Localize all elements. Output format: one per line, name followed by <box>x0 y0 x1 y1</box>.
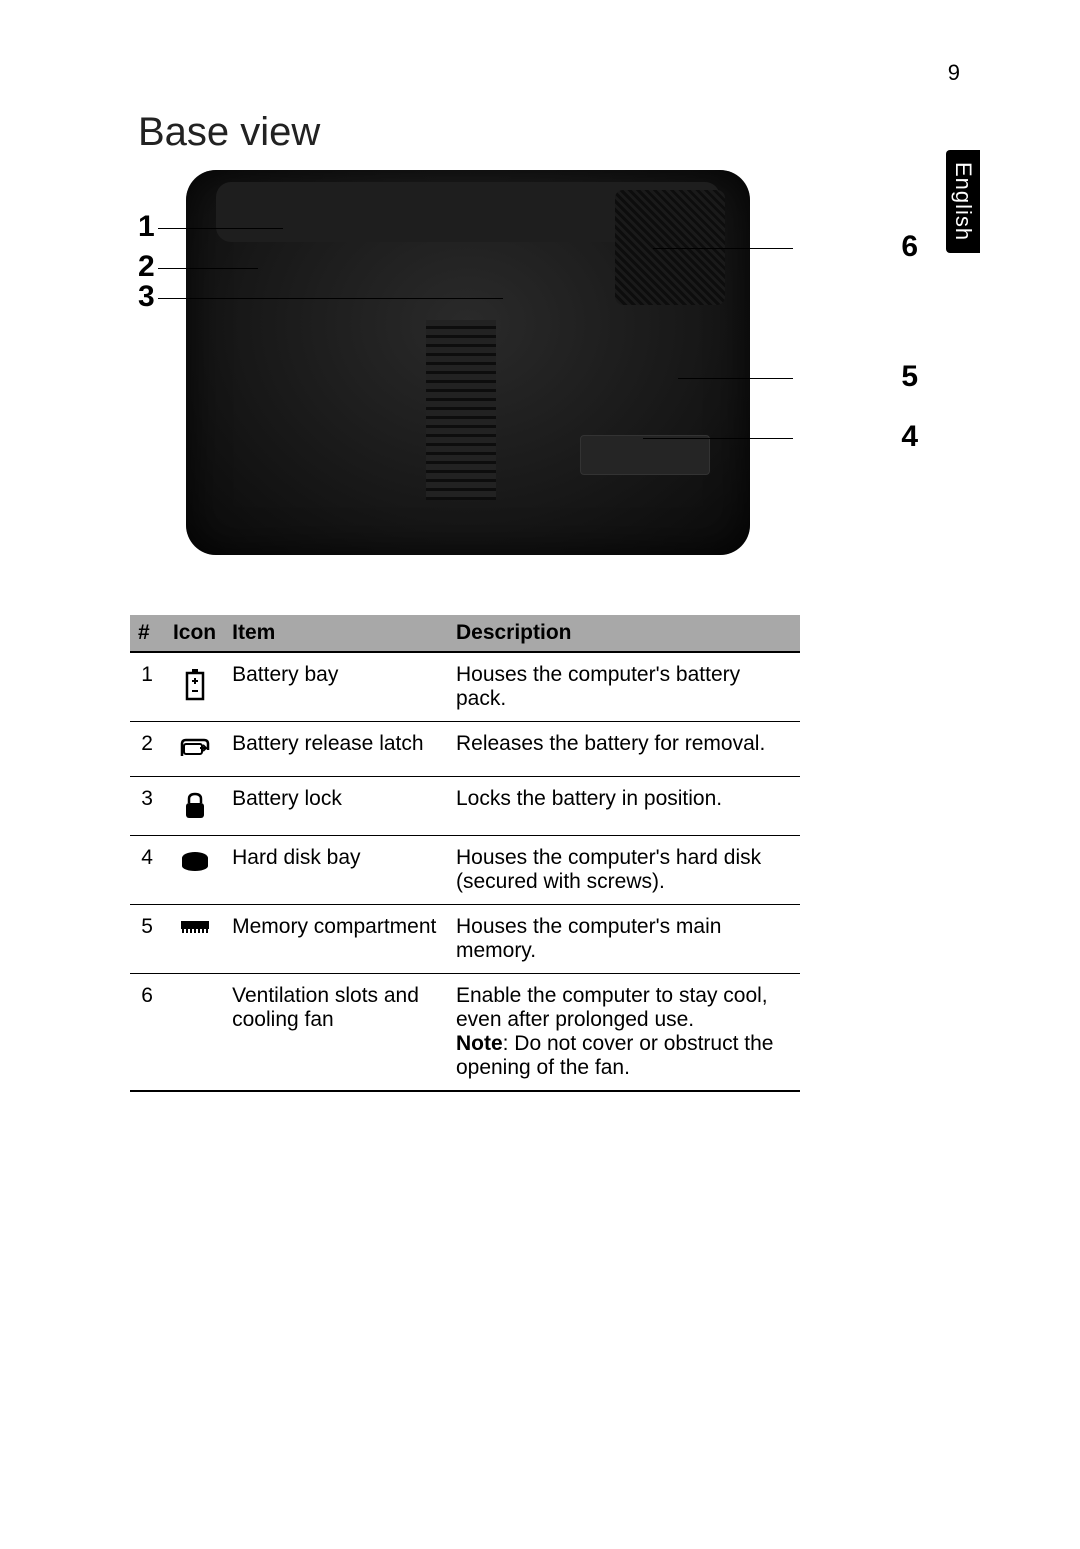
note-label: Note <box>456 1032 503 1055</box>
latch-icon <box>165 722 224 777</box>
table-row: 6 Ventilation slots and cooling fan Enab… <box>130 974 800 1092</box>
row-desc: Enable the computer to stay cool, even a… <box>448 974 800 1092</box>
callout-line <box>653 248 793 249</box>
lock-icon <box>165 777 224 836</box>
row-item: Ventilation slots and cooling fan <box>224 974 448 1092</box>
row-num: 1 <box>130 652 165 722</box>
row-num: 3 <box>130 777 165 836</box>
empty-icon <box>165 974 224 1092</box>
row-desc: Locks the battery in position. <box>448 777 800 836</box>
battery-icon <box>165 652 224 722</box>
hdd-area <box>580 435 710 475</box>
callout-4: 4 <box>901 420 918 454</box>
memory-icon <box>165 905 224 974</box>
row-item: Battery bay <box>224 652 448 722</box>
row-num: 2 <box>130 722 165 777</box>
row-desc: Houses the computer's hard disk (secured… <box>448 836 800 905</box>
header-num: # <box>130 615 165 652</box>
row-desc: Releases the battery for removal. <box>448 722 800 777</box>
row-item: Battery lock <box>224 777 448 836</box>
callout-line <box>158 268 258 269</box>
row-item: Hard disk bay <box>224 836 448 905</box>
language-tab: English <box>946 150 980 253</box>
callout-line <box>678 378 793 379</box>
row-num: 5 <box>130 905 165 974</box>
hdd-icon <box>165 836 224 905</box>
vent-grid <box>426 320 496 500</box>
base-view-diagram: 1 2 3 6 5 4 <box>138 170 798 565</box>
callout-1: 1 <box>138 210 155 244</box>
callout-6: 6 <box>901 230 918 264</box>
callout-line <box>158 228 283 229</box>
header-item: Item <box>224 615 448 652</box>
callout-5: 5 <box>901 360 918 394</box>
row-item: Battery release latch <box>224 722 448 777</box>
callout-3: 3 <box>138 280 155 314</box>
header-desc: Description <box>448 615 800 652</box>
desc-text: Enable the computer to stay cool, even a… <box>456 984 768 1031</box>
table-row: 4 Hard disk bay Houses the computer's ha… <box>130 836 800 905</box>
table-row: 1 Battery bay Houses the computer's batt… <box>130 652 800 722</box>
row-desc: Houses the computer's battery pack. <box>448 652 800 722</box>
table-row: 3 Battery lock Locks the battery in posi… <box>130 777 800 836</box>
row-num: 4 <box>130 836 165 905</box>
row-num: 6 <box>130 974 165 1092</box>
callout-line <box>158 298 503 299</box>
callout-line <box>643 438 793 439</box>
row-desc: Houses the computer's main memory. <box>448 905 800 974</box>
note-text: : Do not cover or obstruct the opening o… <box>456 1032 773 1079</box>
page-title: Base view <box>138 110 320 155</box>
table-row: 5 Memory compartment Houses the computer… <box>130 905 800 974</box>
parts-table: # Icon Item Description 1 Battery bay Ho… <box>130 615 800 1092</box>
header-icon: Icon <box>165 615 224 652</box>
page-number: 9 <box>948 60 960 86</box>
row-item: Memory compartment <box>224 905 448 974</box>
table-row: 2 Battery release latch Releases the bat… <box>130 722 800 777</box>
callout-2: 2 <box>138 250 155 284</box>
